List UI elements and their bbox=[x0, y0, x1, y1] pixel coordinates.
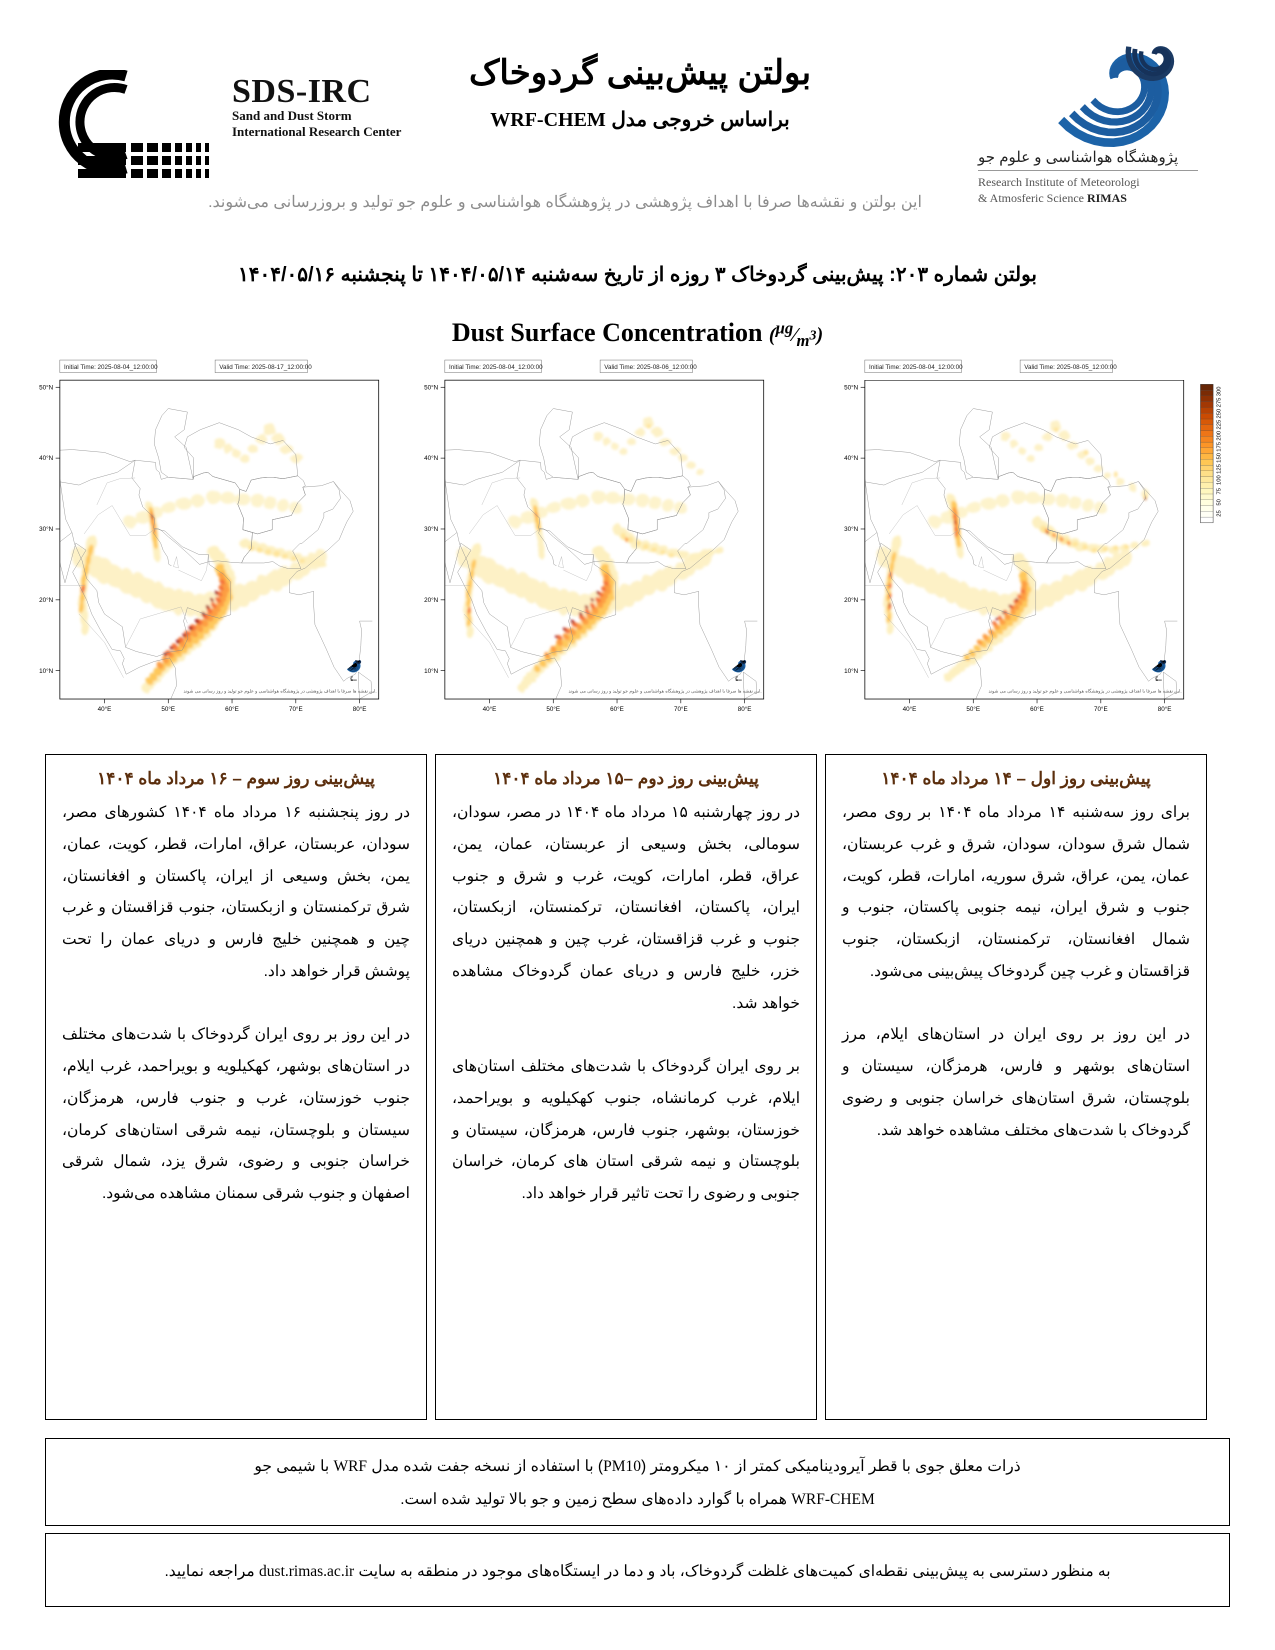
svg-text:50: 50 bbox=[1217, 498, 1223, 505]
svg-text:60°E: 60°E bbox=[225, 705, 239, 713]
svg-text:Initial Time: 2025-08-04_12:00: Initial Time: 2025-08-04_12:00:00 bbox=[869, 364, 963, 371]
svg-text:80°E: 80°E bbox=[353, 705, 367, 713]
svg-text:50°N: 50°N bbox=[844, 383, 858, 391]
svg-text:10°N: 10°N bbox=[424, 667, 438, 675]
svg-text:200: 200 bbox=[1217, 430, 1223, 441]
svg-text:125: 125 bbox=[1217, 463, 1223, 474]
svg-text:50°E: 50°E bbox=[546, 705, 560, 713]
svg-text:70°E: 70°E bbox=[1094, 705, 1108, 713]
svg-text:10°N: 10°N bbox=[39, 667, 53, 675]
svg-text:40°N: 40°N bbox=[844, 454, 858, 462]
svg-text:60°E: 60°E bbox=[610, 705, 624, 713]
svg-text:175: 175 bbox=[1217, 441, 1223, 452]
svg-text:25: 25 bbox=[1217, 509, 1223, 516]
svg-text:20°N: 20°N bbox=[424, 596, 438, 604]
svg-text:40°E: 40°E bbox=[98, 705, 112, 713]
svg-text:70°E: 70°E bbox=[674, 705, 688, 713]
svg-text:50°E: 50°E bbox=[966, 705, 980, 713]
svg-text:Valid Time: 2025-08-06_12:00:0: Valid Time: 2025-08-06_12:00:00 bbox=[604, 364, 697, 371]
svg-text:این نقشه ها صرفا با اهداف پژوه: این نقشه ها صرفا با اهداف پژوهشی در پژوه… bbox=[183, 688, 376, 695]
svg-text:این نقشه ها صرفا با اهداف پژوه: این نقشه ها صرفا با اهداف پژوهشی در پژوه… bbox=[568, 688, 761, 695]
svg-text:275: 275 bbox=[1217, 397, 1223, 408]
svg-text:Valid Time: 2025-08-17_12:00:0: Valid Time: 2025-08-17_12:00:00 bbox=[219, 364, 312, 371]
svg-text:10°N: 10°N bbox=[844, 667, 858, 675]
svg-text:100: 100 bbox=[1217, 474, 1223, 485]
svg-text:30°N: 30°N bbox=[39, 525, 53, 533]
svg-text:40°E: 40°E bbox=[903, 705, 917, 713]
svg-text:50°N: 50°N bbox=[39, 383, 53, 391]
svg-text:Valid Time: 2025-08-05_12:00:0: Valid Time: 2025-08-05_12:00:00 bbox=[1024, 364, 1117, 371]
svg-text:70°E: 70°E bbox=[289, 705, 303, 713]
svg-text:20°N: 20°N bbox=[39, 596, 53, 604]
svg-text:60°E: 60°E bbox=[1030, 705, 1044, 713]
svg-text:50°N: 50°N bbox=[424, 383, 438, 391]
svg-text:250: 250 bbox=[1217, 408, 1223, 419]
svg-text:80°E: 80°E bbox=[1158, 705, 1172, 713]
svg-text:80°E: 80°E bbox=[738, 705, 752, 713]
svg-text:75: 75 bbox=[1217, 487, 1223, 494]
svg-text:30°N: 30°N bbox=[844, 525, 858, 533]
svg-text:40°E: 40°E bbox=[483, 705, 497, 713]
svg-text:300: 300 bbox=[1217, 386, 1223, 397]
svg-text:225: 225 bbox=[1217, 419, 1223, 430]
svg-text:150: 150 bbox=[1217, 452, 1223, 463]
svg-text:20°N: 20°N bbox=[844, 596, 858, 604]
svg-text:این نقشه ها صرفا با اهداف پژوه: این نقشه ها صرفا با اهداف پژوهشی در پژوه… bbox=[988, 688, 1181, 695]
svg-text:Initial Time: 2025-08-04_12:00: Initial Time: 2025-08-04_12:00:00 bbox=[64, 364, 158, 371]
svg-text:50°E: 50°E bbox=[161, 705, 175, 713]
svg-text:30°N: 30°N bbox=[424, 525, 438, 533]
svg-text:Initial Time: 2025-08-04_12:00: Initial Time: 2025-08-04_12:00:00 bbox=[449, 364, 543, 371]
svg-text:40°N: 40°N bbox=[424, 454, 438, 462]
svg-text:40°N: 40°N bbox=[39, 454, 53, 462]
